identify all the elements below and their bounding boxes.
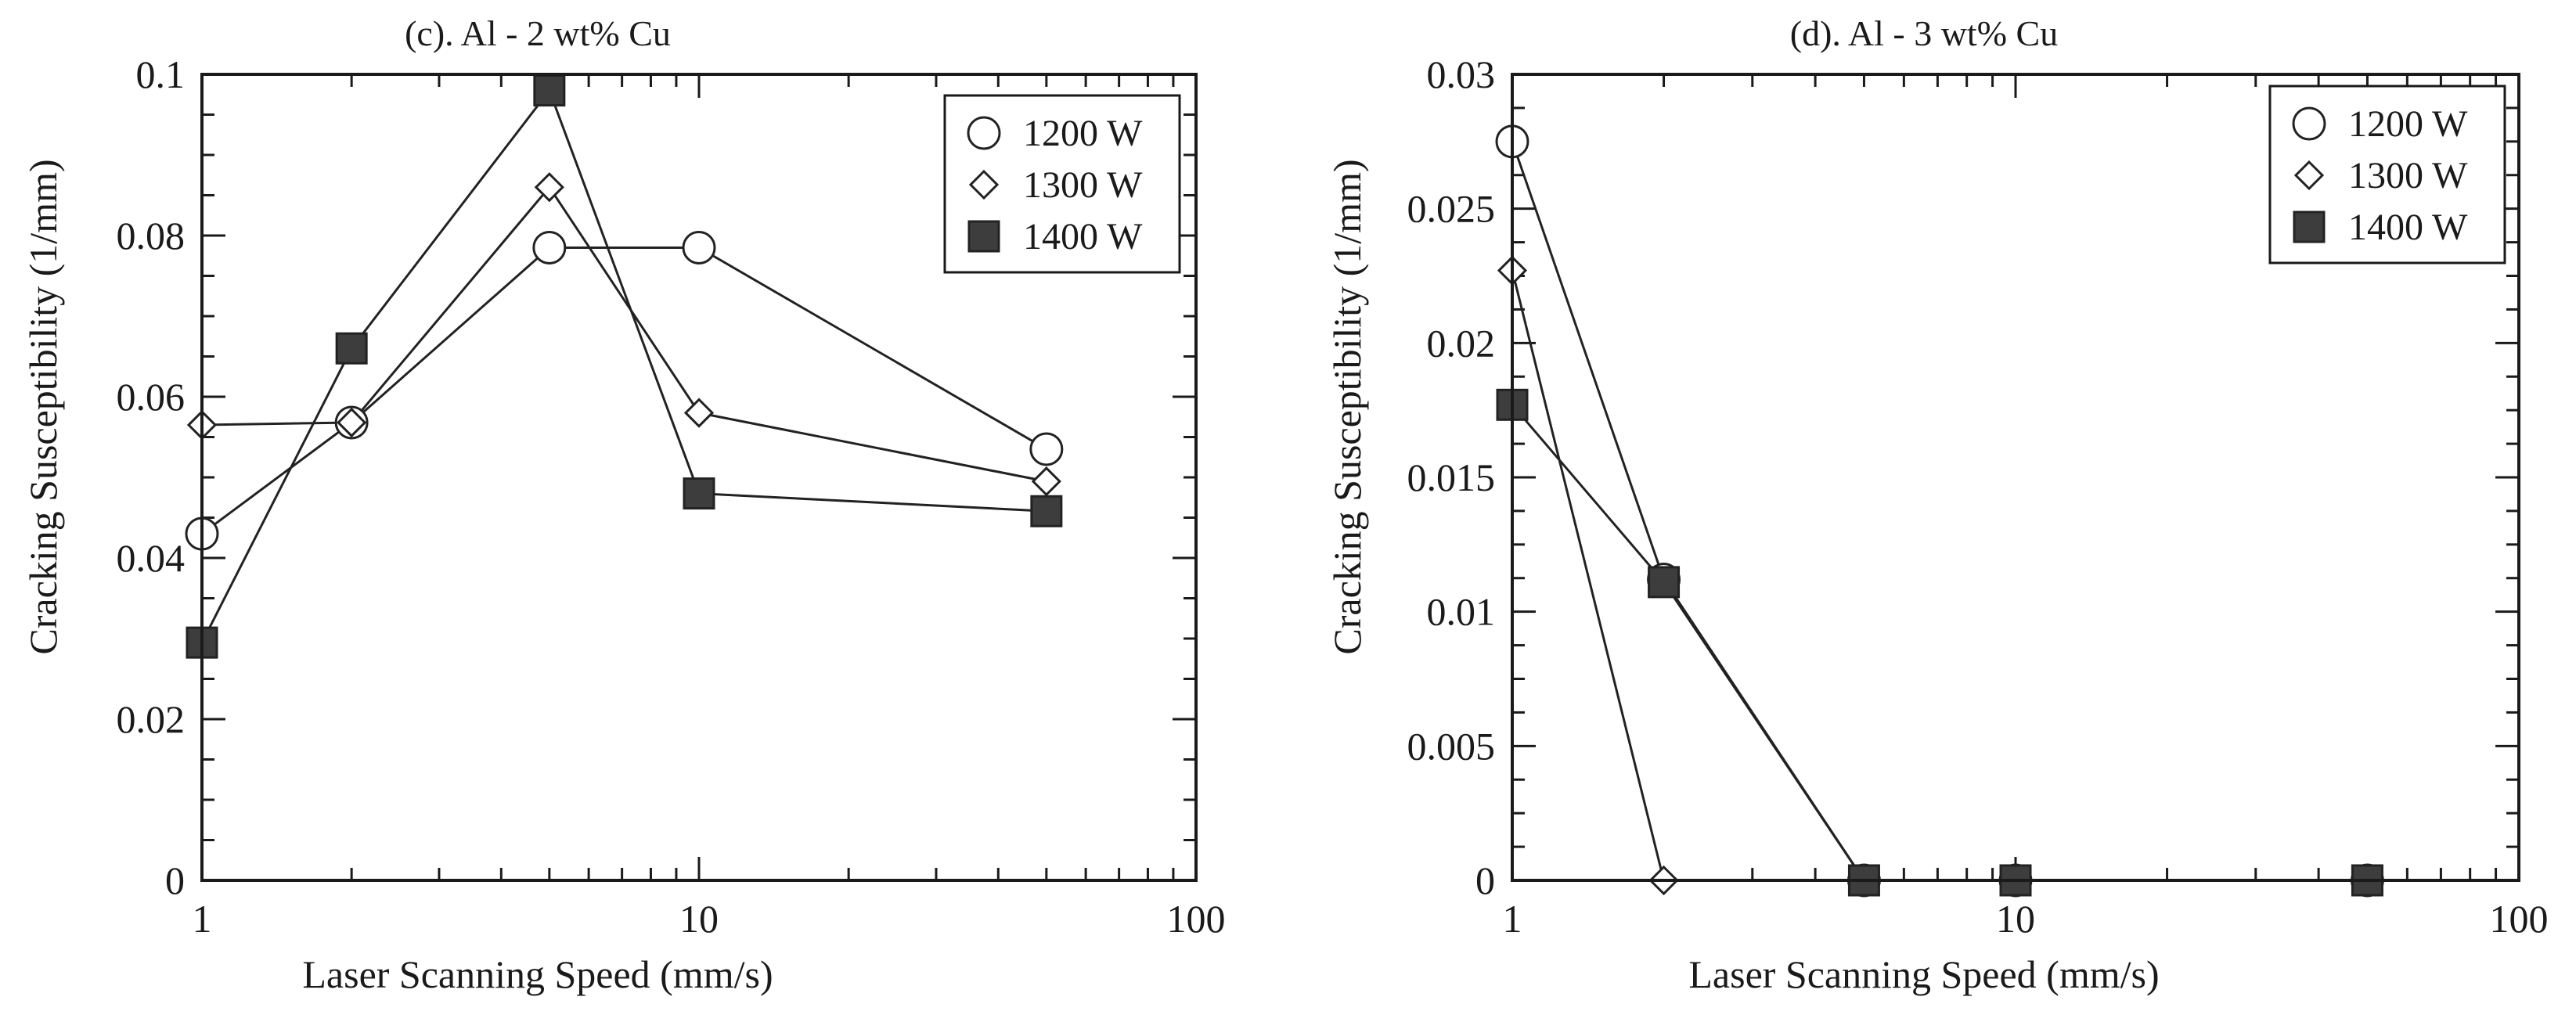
y-tick-label: 0.08	[117, 214, 186, 257]
legend-label: 1300 W	[1023, 164, 1143, 206]
legend-marker-square	[2293, 211, 2326, 243]
legend: 1200 W 1300 W 1400 W	[2268, 85, 2506, 264]
legend-label: 1400 W	[2348, 207, 2468, 248]
x-tick-label: 10	[1996, 897, 2035, 941]
plot-frame	[1511, 73, 2520, 882]
legend-label: 1400 W	[1023, 216, 1143, 257]
legend: 1200 W 1300 W 1400 W	[943, 94, 1181, 274]
chart-panel-c: (c). Al - 2 wt% Cu Laser Scanning Speed …	[21, 13, 1226, 996]
legend-label: 1200 W	[1023, 113, 1143, 154]
x-tick-label: 1	[1503, 897, 1522, 941]
tick-labels: 1 10 100 0 0.02 0.04 0.06 0.08 0.1	[117, 52, 1226, 941]
x-tick-label: 10	[679, 897, 719, 941]
data-point-square	[683, 477, 715, 510]
legend-label: 1300 W	[2348, 155, 2468, 196]
y-tick-label: 0.02	[1427, 321, 1496, 365]
legend-label: 1200 W	[2348, 103, 2468, 145]
x-tick-label: 1	[193, 897, 212, 941]
chart-title: (d). Al - 3 wt% Cu	[1790, 13, 2058, 53]
y-axis-label: Cracking Susceptibility (1/mm)	[1325, 159, 1369, 654]
y-tick-label: 0.025	[1407, 187, 1496, 231]
data-point-diamond	[683, 398, 715, 428]
y-tick-label: 0.015	[1407, 455, 1496, 499]
y-tick-label: 0	[1475, 858, 1495, 902]
y-tick-label: 0.04	[117, 536, 186, 580]
data-point-circle	[532, 230, 567, 264]
chart-title: (c). Al - 2 wt% Cu	[405, 13, 671, 53]
plot-frame	[200, 73, 1198, 882]
legend-marker-circle	[2292, 106, 2326, 141]
data-point-circle	[1029, 432, 1064, 466]
x-axis-label: Laser Scanning Speed (mm/s)	[302, 952, 773, 996]
legend-marker-square	[967, 220, 1000, 253]
data-point-circle	[682, 230, 716, 264]
chart-panel-d: (d). Al - 3 wt% Cu Laser Scanning Speed …	[1325, 13, 2549, 996]
data-point-square	[1648, 566, 1681, 599]
y-tick-label: 0.03	[1427, 52, 1496, 96]
y-tick-label: 0.005	[1407, 724, 1496, 768]
data-point-diamond	[337, 407, 367, 438]
legend-marker-circle	[967, 116, 1001, 150]
data-point-diamond	[534, 172, 564, 203]
y-tick-label: 0.01	[1427, 590, 1496, 634]
tick-labels: 1 10 100 0 0.005 0.01 0.015 0.02 0.025 0.03	[1407, 52, 2549, 941]
legend-marker-diamond	[968, 169, 1000, 200]
y-tick-label: 0.02	[117, 697, 186, 741]
x-tick-label: 100	[2490, 897, 2549, 941]
y-tick-label: 0	[165, 858, 185, 902]
legend-marker-diamond	[2293, 160, 2325, 191]
y-tick-label: 0.1	[136, 52, 186, 96]
x-tick-label: 100	[1167, 897, 1226, 941]
data-point-square	[335, 332, 368, 365]
data-point-diamond	[1031, 466, 1061, 497]
y-tick-label: 0.06	[117, 375, 186, 419]
data-point-square	[533, 74, 566, 107]
y-axis-label: Cracking Susceptibility (1/mm)	[21, 159, 65, 654]
x-axis-label: Laser Scanning Speed (mm/s)	[1688, 952, 2159, 996]
data-point-square	[1030, 495, 1063, 527]
